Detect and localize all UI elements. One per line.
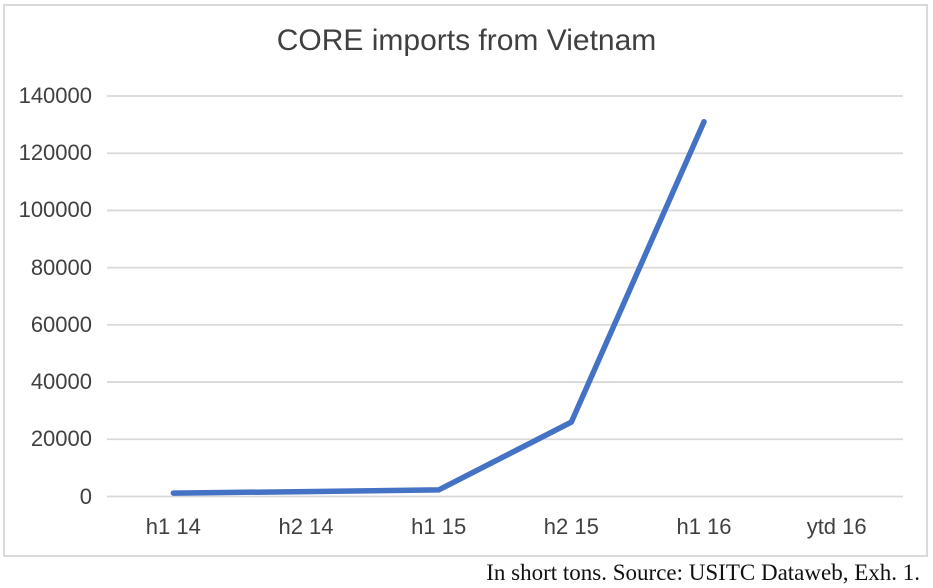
y-axis-tick-label: 100000 [18, 197, 92, 223]
y-axis-tick-label: 60000 [30, 311, 92, 337]
y-axis-tick-label: 120000 [18, 140, 92, 166]
y-axis-tick-label: 80000 [30, 254, 92, 280]
data-series-line [170, 118, 707, 496]
x-axis-tick-label: h2 14 [278, 514, 334, 539]
x-axis-tick-label: h2 15 [543, 514, 599, 539]
y-axis-tick-label: 20000 [30, 426, 92, 452]
chart-title: CORE imports from Vietnam [276, 24, 657, 57]
x-axis-tick-label: h1 14 [145, 514, 201, 539]
y-axis-tick-label: 0 [79, 483, 92, 509]
y-axis-tick-label: 40000 [30, 369, 92, 395]
x-axis-tick-label: ytd 16 [806, 514, 867, 539]
x-axis-tick-label: h1 16 [676, 514, 732, 539]
source-caption: In short tons. Source: USITC Dataweb, Ex… [486, 560, 920, 585]
y-axis-tick-label: 140000 [18, 83, 92, 108]
x-axis-tick-label: h1 15 [411, 514, 467, 539]
